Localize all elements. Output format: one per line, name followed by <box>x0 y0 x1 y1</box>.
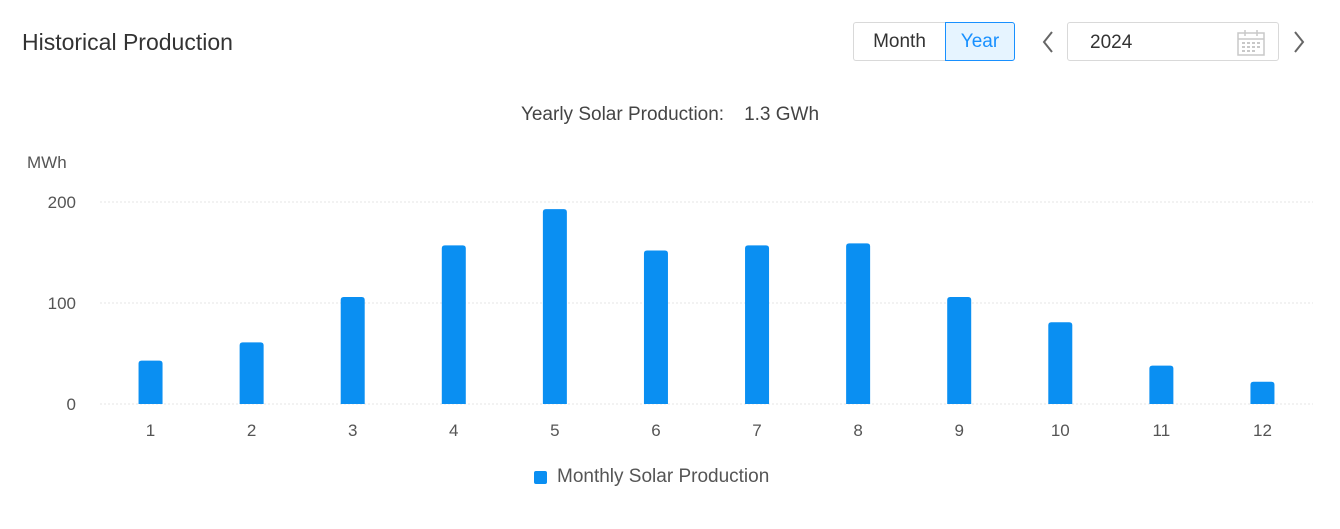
bar-month-8[interactable] <box>846 243 871 404</box>
bar-month-10[interactable] <box>1048 322 1073 404</box>
x-tick-label: 7 <box>752 421 761 440</box>
x-tick-label: 9 <box>954 421 963 440</box>
x-tick-label: 11 <box>1153 421 1171 440</box>
y-tick-label: 100 <box>48 294 76 313</box>
calendar-icon[interactable] <box>1236 29 1266 57</box>
chart-legend[interactable]: Monthly Solar Production <box>534 466 769 488</box>
y-tick-label: 0 <box>67 395 76 414</box>
legend-label: Monthly Solar Production <box>557 466 770 487</box>
legend-swatch <box>534 470 547 484</box>
bar-month-9[interactable] <box>947 296 972 404</box>
chevron-right-icon[interactable] <box>1288 28 1310 56</box>
bar-month-2[interactable] <box>239 342 264 404</box>
bar-month-4[interactable] <box>441 245 466 404</box>
bar-month-6[interactable] <box>643 250 668 404</box>
bar-month-1[interactable] <box>138 360 163 404</box>
yearly-summary-label: Yearly Solar Production: <box>520 104 725 125</box>
month-toggle-button[interactable]: Month <box>853 22 945 61</box>
x-tick-label: 5 <box>550 421 559 440</box>
period-toggle: Month Year <box>853 22 1015 61</box>
year-toggle-button[interactable]: Year <box>945 22 1015 61</box>
y-tick-label: 200 <box>48 193 76 212</box>
x-tick-label: 10 <box>1051 421 1070 440</box>
chevron-left-icon[interactable] <box>1037 28 1059 56</box>
bar-month-5[interactable] <box>542 209 567 404</box>
bar-month-12[interactable] <box>1250 381 1275 404</box>
bar-month-7[interactable] <box>745 245 770 404</box>
x-tick-label: 2 <box>247 421 256 440</box>
year-picker[interactable]: 2024 <box>1067 22 1279 61</box>
x-tick-label: 12 <box>1253 421 1272 440</box>
x-tick-label: 1 <box>146 421 155 440</box>
x-tick-label: 6 <box>651 421 660 440</box>
x-tick-label: 4 <box>449 421 458 440</box>
year-picker-value: 2024 <box>1090 32 1133 53</box>
bar-month-3[interactable] <box>340 296 365 404</box>
x-tick-label: 8 <box>853 421 862 440</box>
x-tick-label: 3 <box>348 421 357 440</box>
y-axis-unit-label: MWh <box>27 153 67 172</box>
yearly-summary-value: 1.3 GWh <box>744 104 820 125</box>
bar-month-11[interactable] <box>1149 365 1174 404</box>
page-title: Historical Production <box>22 29 233 55</box>
yearly-summary: Yearly Solar Production: 1.3 GWh <box>0 104 1340 126</box>
